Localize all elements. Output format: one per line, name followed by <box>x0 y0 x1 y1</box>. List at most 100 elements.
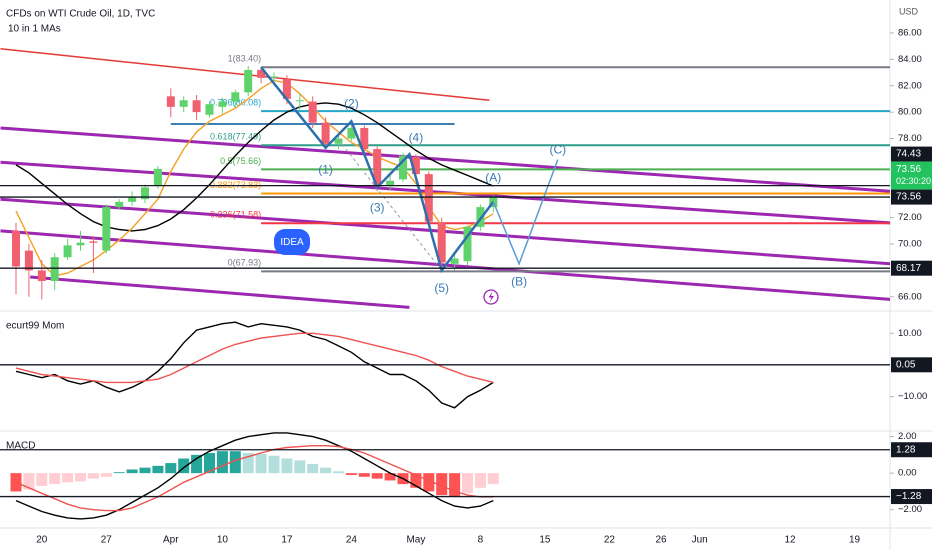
indicator-line <box>15 102 494 232</box>
histogram-bar <box>294 460 306 474</box>
candle-body <box>424 174 433 222</box>
x-tick-label: 10 <box>217 535 229 546</box>
price-badge-text: −1.28 <box>896 491 922 502</box>
y-tick-label: −2.00 <box>898 504 922 515</box>
histogram-bar <box>423 473 435 492</box>
fib-label: 0.618(77.49) <box>210 132 261 142</box>
candle-body <box>37 270 46 281</box>
candle-body <box>244 69 253 93</box>
y-tick-label: 10.00 <box>898 328 922 339</box>
histogram-bar <box>255 453 267 474</box>
histogram-bar <box>100 473 112 477</box>
candle-body <box>141 187 149 200</box>
wave-label: (2) <box>344 96 359 110</box>
x-tick-label: 22 <box>604 535 616 546</box>
y-tick-label: 70.00 <box>898 239 922 250</box>
x-tick-label: 8 <box>478 535 484 546</box>
candle-body <box>128 196 137 202</box>
histogram-bar <box>358 473 370 477</box>
histogram-bar <box>320 467 332 474</box>
histogram-bar <box>487 473 499 485</box>
trend-line <box>30 275 410 309</box>
histogram-bar <box>10 473 22 492</box>
histogram-bar <box>371 473 383 479</box>
candle-body <box>411 156 420 175</box>
histogram-bar <box>281 458 293 474</box>
candle-body <box>63 245 72 258</box>
y-tick-label: −10.00 <box>898 391 927 402</box>
candle-body <box>450 258 459 264</box>
candle-body <box>24 250 33 271</box>
candle-body <box>295 100 304 102</box>
candle-body <box>12 230 20 267</box>
indicator-label: ecurt99 Mom <box>6 321 64 332</box>
x-tick-label: 15 <box>539 535 551 546</box>
currency-label: USD <box>899 6 919 16</box>
candle-body <box>437 222 446 263</box>
x-tick-label: 20 <box>36 535 48 546</box>
price-badge-text: 73.56 <box>896 164 921 175</box>
price-pane: 1(83.40)0.786(80.08)0.618(77.49)0.5(75.6… <box>0 48 890 309</box>
candle-body <box>347 127 356 139</box>
candle-body <box>89 241 98 243</box>
histogram-bar <box>152 465 164 474</box>
event-icon <box>488 291 494 303</box>
histogram-bar <box>268 455 280 474</box>
candle-body <box>102 207 111 251</box>
wave-path <box>260 66 495 274</box>
histogram-bar <box>229 451 241 474</box>
histogram-bar <box>474 473 486 488</box>
y-tick-label: 80.00 <box>898 107 922 118</box>
candle-body <box>257 69 266 78</box>
histogram-bar <box>384 473 396 481</box>
histogram-bar <box>49 473 61 485</box>
candle-body <box>270 76 278 78</box>
event-icon <box>483 289 499 305</box>
candle-body <box>192 100 201 113</box>
y-tick-label: 84.00 <box>898 54 922 65</box>
histogram-bar <box>307 464 319 474</box>
indicator-label: 10 in 1 MAs <box>8 24 61 35</box>
indicator-line <box>15 321 494 409</box>
histogram-bar <box>204 453 215 474</box>
wave-label: (B) <box>511 274 527 288</box>
candle-body <box>153 168 162 186</box>
histogram-bar <box>436 473 448 496</box>
histogram-bar <box>345 473 357 475</box>
x-tick-label: Jun <box>692 535 708 546</box>
x-tick-label: 12 <box>784 535 796 546</box>
price-badge <box>891 189 932 205</box>
histogram-bar <box>178 458 190 474</box>
price-badge-text: 74.43 <box>896 149 921 160</box>
x-tick-label: 27 <box>101 535 113 546</box>
price-badge <box>891 146 932 162</box>
candle-body <box>334 138 343 144</box>
price-badge <box>891 442 932 458</box>
wave-label: (5) <box>434 281 449 295</box>
candle-body <box>179 100 188 107</box>
trend-line <box>0 126 890 193</box>
histogram-bar <box>242 453 254 474</box>
indicator-line <box>15 445 494 512</box>
fib-label: 0.5(75.66) <box>220 156 261 166</box>
wave-guide <box>338 139 443 271</box>
candle-body <box>231 92 240 102</box>
candle-body <box>115 201 124 208</box>
histogram-bar <box>36 473 48 486</box>
y-tick-label: 2.00 <box>898 431 917 442</box>
candle-body <box>282 79 291 99</box>
y-tick-label: 82.00 <box>898 80 922 91</box>
candle-body <box>308 101 317 123</box>
wave-projection <box>492 159 559 266</box>
price-badge <box>891 357 932 373</box>
price-badge <box>891 161 932 190</box>
candle-body <box>50 257 59 281</box>
x-tick-label: 24 <box>346 535 358 546</box>
fib-label: 1(83.40) <box>228 54 262 64</box>
candle-body <box>386 180 395 186</box>
countdown-text: 02:30:20 <box>896 176 931 186</box>
axes: 20 27 Apr 10 17 24 May 8 15 22 26 Jun 12 19 86.00 84.00… <box>36 27 932 546</box>
histogram-bar <box>449 473 461 497</box>
